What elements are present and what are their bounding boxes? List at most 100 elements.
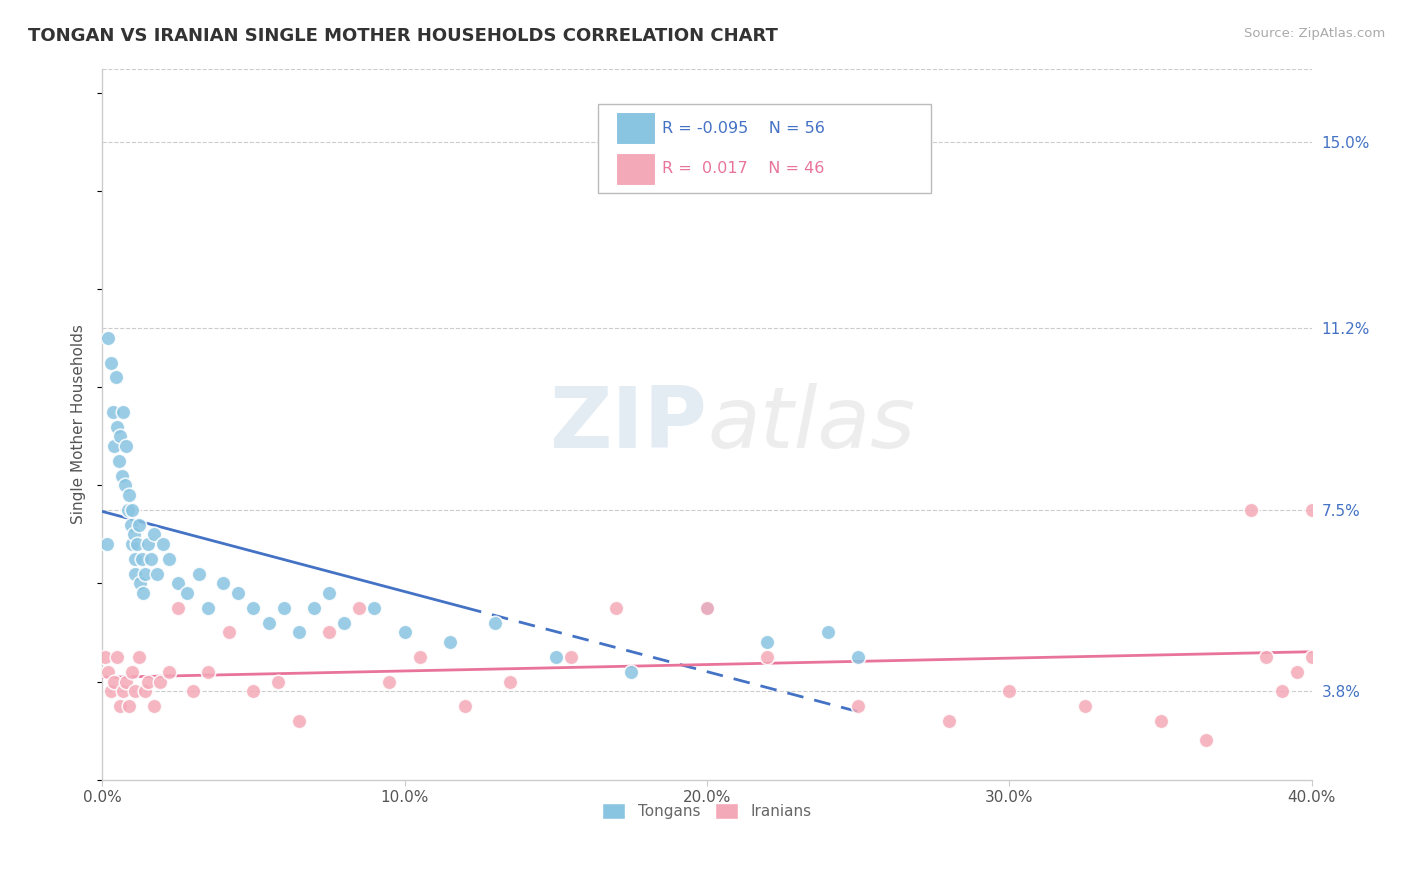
FancyBboxPatch shape [616, 112, 655, 145]
FancyBboxPatch shape [616, 153, 655, 186]
Point [105, 419, 128, 434]
Point [132, 586, 155, 600]
Text: TONGAN VS IRANIAN SINGLE MOTHER HOUSEHOLDS CORRELATION CHART: TONGAN VS IRANIAN SINGLE MOTHER HOUSEHOL… [28, 27, 778, 45]
Point [112, 405, 135, 419]
Point [197, 601, 219, 615]
Point [121, 665, 143, 679]
Point [103, 674, 125, 689]
Point [266, 674, 288, 689]
Point [110, 429, 132, 443]
Point [122, 527, 145, 541]
Point [1256, 650, 1278, 665]
Point [620, 665, 643, 679]
Point [273, 601, 295, 615]
Point [454, 699, 477, 714]
Point [101, 405, 124, 419]
Point [121, 537, 143, 551]
Text: Source: ZipAtlas.com: Source: ZipAtlas.com [1244, 27, 1385, 40]
Point [484, 615, 506, 630]
Text: R = -0.095    N = 56: R = -0.095 N = 56 [662, 120, 825, 136]
Point [129, 576, 152, 591]
Point [120, 517, 142, 532]
Point [128, 650, 150, 665]
Point [560, 650, 582, 665]
Point [197, 665, 219, 679]
Point [998, 684, 1021, 698]
Point [131, 552, 153, 566]
Point [108, 454, 131, 468]
Point [117, 503, 139, 517]
Point [125, 537, 148, 551]
Point [166, 576, 188, 591]
Point [118, 699, 141, 714]
Point [124, 566, 146, 581]
Point [696, 601, 718, 615]
Point [142, 699, 165, 714]
Point [142, 527, 165, 541]
Point [104, 370, 127, 384]
Point [94, 650, 117, 665]
Point [756, 635, 779, 649]
Point [188, 566, 211, 581]
Point [212, 576, 235, 591]
Point [136, 537, 159, 551]
Point [114, 478, 136, 492]
Point [218, 625, 240, 640]
Point [96, 537, 118, 551]
Point [139, 552, 162, 566]
Point [1301, 503, 1323, 517]
Point [302, 601, 325, 615]
Point [1240, 503, 1263, 517]
Point [318, 625, 340, 640]
Point [409, 650, 432, 665]
Point [1074, 699, 1097, 714]
Point [112, 684, 135, 698]
Point [333, 615, 356, 630]
Text: ZIP: ZIP [550, 383, 707, 466]
Point [103, 439, 125, 453]
Y-axis label: Single Mother Households: Single Mother Households [72, 324, 86, 524]
Point [439, 635, 461, 649]
Point [97, 665, 120, 679]
Point [242, 684, 264, 698]
Point [145, 566, 167, 581]
Point [756, 650, 779, 665]
Point [349, 601, 371, 615]
Point [846, 650, 869, 665]
Text: atlas: atlas [707, 383, 915, 466]
Point [1271, 684, 1294, 698]
Point [121, 503, 143, 517]
Point [181, 684, 204, 698]
Point [287, 625, 309, 640]
Point [846, 699, 869, 714]
Point [696, 601, 718, 615]
Point [1195, 733, 1218, 747]
Point [149, 674, 172, 689]
Point [124, 552, 146, 566]
Point [157, 552, 180, 566]
Point [817, 625, 839, 640]
Point [157, 665, 180, 679]
Point [378, 674, 401, 689]
Point [1285, 665, 1308, 679]
Point [115, 674, 138, 689]
Point [111, 468, 134, 483]
FancyBboxPatch shape [598, 104, 931, 193]
Point [118, 488, 141, 502]
Point [363, 601, 385, 615]
Point [318, 586, 340, 600]
Point [1301, 650, 1323, 665]
Point [152, 537, 174, 551]
Point [110, 699, 132, 714]
Point [134, 566, 156, 581]
Point [257, 615, 280, 630]
Text: R =  0.017    N = 46: R = 0.017 N = 46 [662, 161, 825, 177]
Point [605, 601, 627, 615]
Point [105, 650, 128, 665]
Point [499, 674, 522, 689]
Point [97, 331, 120, 345]
Point [124, 684, 146, 698]
Point [242, 601, 264, 615]
Point [100, 356, 122, 370]
Point [938, 714, 960, 728]
